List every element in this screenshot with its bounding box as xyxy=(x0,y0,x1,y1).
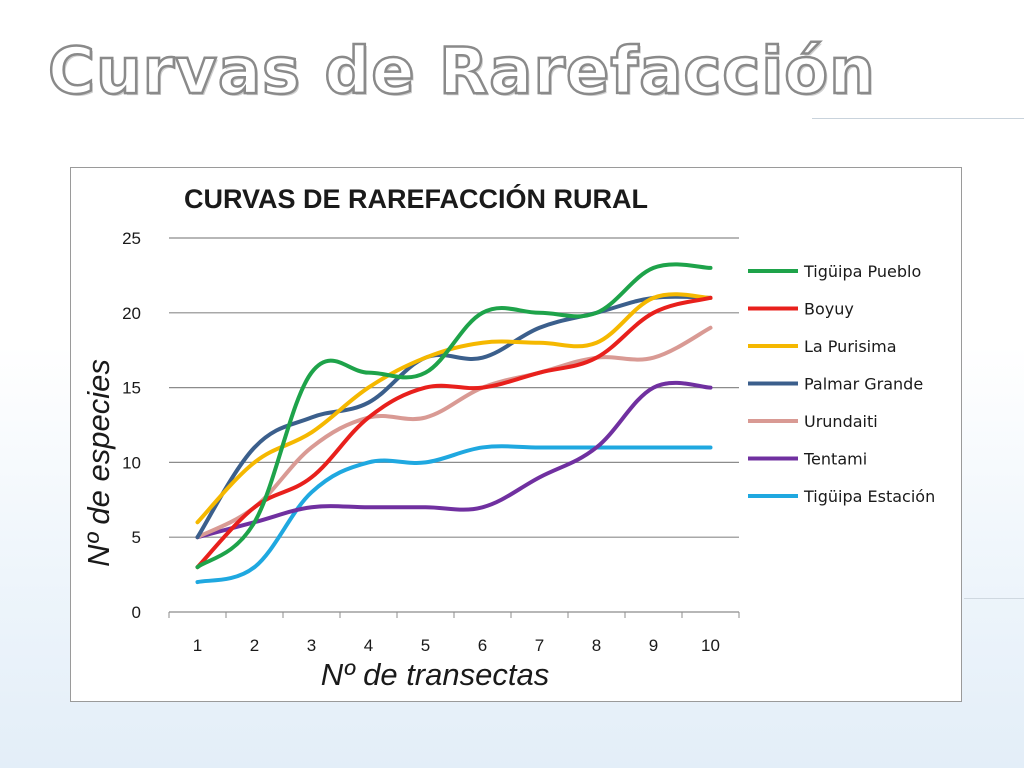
series-line-urundaiti xyxy=(195,325,713,540)
chart-series-lines xyxy=(195,262,713,585)
legend-label-tentami: Tentami xyxy=(803,450,867,469)
x-tick-label-8: 8 xyxy=(592,636,601,655)
series-line-la-purisima xyxy=(195,292,713,525)
series-line-tiguipa-estacion xyxy=(195,444,713,585)
series-line-tentami xyxy=(195,380,713,540)
x-tick-label-3: 3 xyxy=(307,636,316,655)
x-tick-label-2: 2 xyxy=(250,636,259,655)
x-axis-title: Nº de transectas xyxy=(321,657,549,692)
x-tick-label-4: 4 xyxy=(364,636,373,655)
series-line-tiguipa-pueblo xyxy=(195,262,713,570)
legend-label-tiguipa-pueblo: Tigüipa Pueblo xyxy=(803,262,921,281)
series-line-palmar-grande xyxy=(195,294,713,540)
y-tick-label-0: 0 xyxy=(132,603,141,622)
legend-label-palmar-grande: Palmar Grande xyxy=(804,375,923,394)
y-axis-ticks: 0 5 10 15 20 25 xyxy=(122,229,141,622)
chart-legend: Tigüipa Pueblo Boyuy La Purisima Palmar Gra… xyxy=(748,262,935,506)
y-axis-title: Nº de especies xyxy=(81,359,116,567)
title-divider xyxy=(812,118,1024,119)
y-tick-label-20: 20 xyxy=(122,304,141,323)
y-tick-label-5: 5 xyxy=(132,528,141,547)
chart-frame: CURVAS DE RAREFACCIÓN RURAL 0 5 10 15 20 25 1… xyxy=(70,167,962,702)
legend-label-boyuy: Boyuy xyxy=(804,300,854,319)
legend-label-urundaiti: Urundaiti xyxy=(804,412,878,431)
slide-title: Curvas de Rarefacción xyxy=(47,35,876,109)
y-tick-label-25: 25 xyxy=(122,229,141,248)
x-tick-label-5: 5 xyxy=(421,636,430,655)
y-tick-label-15: 15 xyxy=(122,379,141,398)
x-tick-label-1: 1 xyxy=(193,636,202,655)
y-tick-label-10: 10 xyxy=(122,453,141,472)
side-divider xyxy=(964,598,1024,599)
x-tick-label-9: 9 xyxy=(649,636,658,655)
legend-label-la-purisima: La Purisima xyxy=(804,337,897,356)
x-tick-label-10: 10 xyxy=(701,636,720,655)
x-tick-label-7: 7 xyxy=(535,636,544,655)
legend-label-tiguipa-estacion: Tigüipa Estación xyxy=(803,487,935,506)
series-line-boyuy xyxy=(195,295,713,570)
x-tick-label-6: 6 xyxy=(478,636,487,655)
chart-gridlines xyxy=(168,237,740,618)
x-axis-ticks: 1 2 3 4 5 6 7 8 9 10 xyxy=(193,636,720,655)
chart-title: CURVAS DE RAREFACCIÓN RURAL xyxy=(184,183,648,214)
